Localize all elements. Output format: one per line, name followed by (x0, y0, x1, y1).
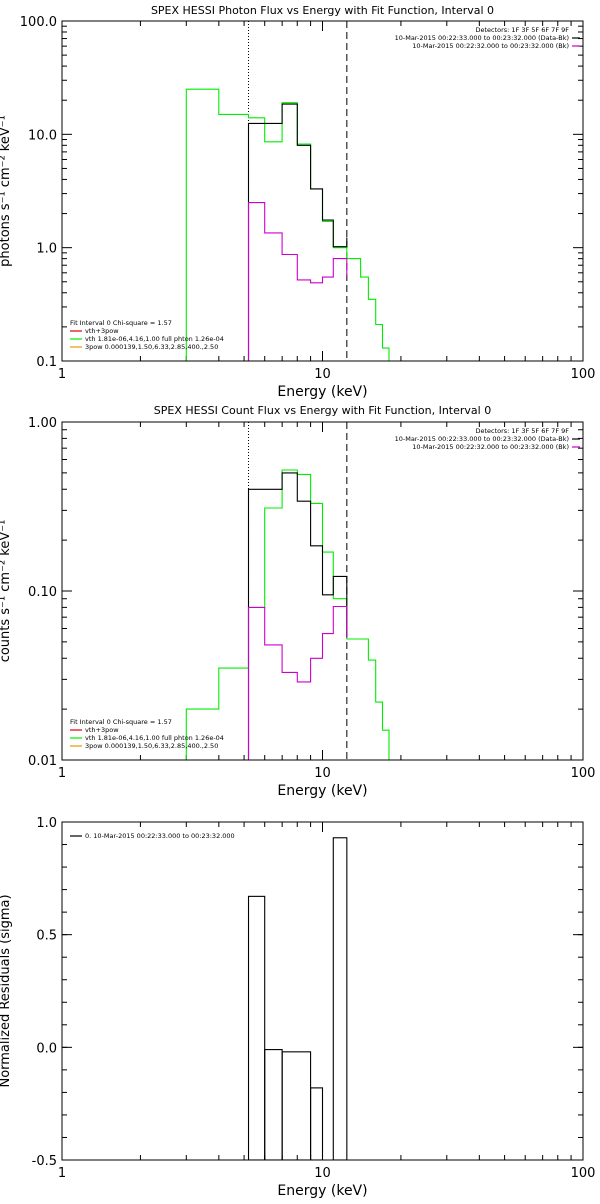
legend-entry: vth+3pow (85, 726, 119, 734)
y-tick-label: 0.1 (36, 355, 57, 370)
plot-frame (61, 20, 584, 362)
info-line: 10-Mar-2015 00:22:32.000 to 00:23:32.000… (412, 443, 569, 451)
y-axis-label: Normalized Residuals (sigma) (0, 894, 13, 1087)
y-tick-label: 0.01 (28, 754, 57, 769)
legend-entry: 3pow 0.000139,1.50,6.33,2.85,400.,2.50 (85, 343, 218, 351)
x-tick-label: 10 (314, 766, 331, 781)
x-axis-label: Energy (keV) (277, 1183, 367, 1199)
y-tick-label: 0.5 (36, 929, 57, 944)
x-tick-label: 10 (314, 1166, 331, 1181)
x-tick-label: 100 (571, 367, 596, 382)
x-tick-label: 100 (571, 766, 596, 781)
legend-entry: vth 1.81e-06,4.16,1.00 full phton 1.26e-… (85, 335, 224, 343)
legend-entry: 0. 10-Mar-2015 00:22:33.000 to 00:23:32.… (85, 832, 235, 840)
info-line: 10-Mar-2015 00:22:32.000 to 00:23:32.000… (412, 42, 569, 50)
y-tick-label: 1.0 (36, 242, 57, 257)
x-tick-label: 1 (58, 1166, 66, 1181)
plot-area (185, 21, 390, 361)
x-tick-label: 1 (58, 367, 66, 382)
legend-entry: Fit Interval 0 Chi-square = 1.57 (70, 319, 172, 327)
plot-frame (61, 821, 584, 1161)
chart-title: SPEX HESSI Count Flux vs Energy with Fit… (154, 404, 491, 417)
chart-title: SPEX HESSI Photon Flux vs Energy with Fi… (151, 4, 494, 17)
y-tick-label: 0.10 (28, 585, 57, 600)
series-magenta-histogram (247, 605, 348, 760)
series-black-histogram (247, 472, 348, 760)
info-line: Detectors: 1F 3F 5F 6F 7F 9F (475, 427, 569, 435)
plot-area (185, 422, 390, 760)
info-line: 10-Mar-2015 00:22:33.000 to 00:23:32.000… (395, 435, 569, 443)
y-tick-label: -0.5 (32, 1154, 57, 1169)
legend-entry: 3pow 0.000139,1.50,6.33,2.85,400.,2.50 (85, 742, 218, 750)
x-tick-label: 1 (58, 766, 66, 781)
panel-3: 1 10 100 -0.5 0.0 0.5 1.0 Energy (keV) Normalize… (0, 816, 595, 1199)
legend-entry: vth 1.81e-06,4.16,1.00 full phton 1.26e-… (85, 734, 224, 742)
panel-1: SPEX HESSI Photon Flux vs Energy with Fi… (0, 4, 595, 400)
legend-entry: vth+3pow (85, 327, 119, 335)
x-tick-label: 10 (314, 367, 331, 382)
y-tick-label: 100.0 (20, 15, 57, 30)
y-tick-label: 1.00 (28, 416, 57, 431)
y-axis-label: counts s⁻¹ cm⁻² keV⁻¹ (0, 520, 13, 663)
x-axis-label: Energy (keV) (277, 384, 367, 400)
y-tick-label: 1.0 (36, 816, 57, 831)
info-line: Detectors: 1F 3F 5F 6F 7F 9F (475, 26, 569, 34)
plot-frame (61, 421, 584, 761)
legend-entry: Fit Interval 0 Chi-square = 1.57 (70, 718, 172, 726)
panel-2: SPEX HESSI Count Flux vs Energy with Fit… (0, 404, 595, 799)
y-axis-label: photons s⁻¹ cm⁻² keV⁻¹ (0, 115, 13, 267)
series-magenta-histogram (247, 202, 348, 361)
x-axis-label: Energy (keV) (277, 783, 367, 799)
x-tick-label: 100 (571, 1166, 596, 1181)
y-tick-label: 0.0 (36, 1041, 57, 1056)
y-tick-label: 10.0 (28, 128, 57, 143)
series-black-histogram (247, 103, 348, 361)
residual-bar (247, 895, 266, 1160)
info-line: 10-Mar-2015 00:22:33.000 to 00:23:32.000… (395, 34, 569, 42)
